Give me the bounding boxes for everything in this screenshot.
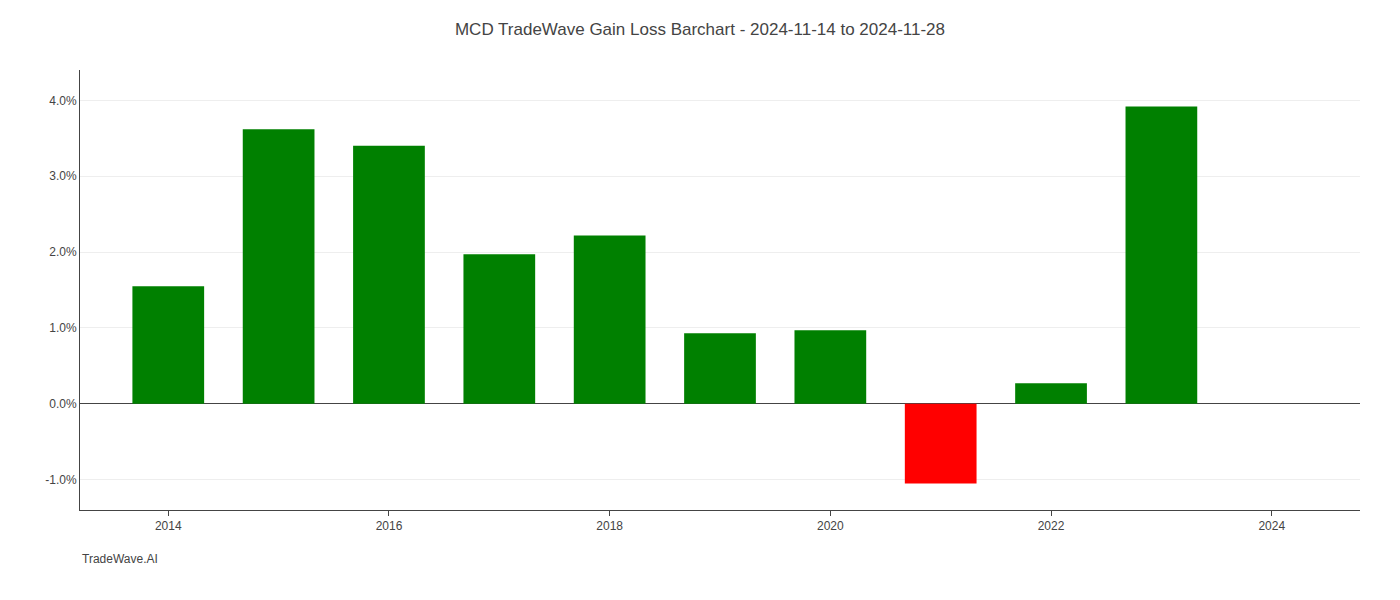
svg-text:2018: 2018 [596, 519, 623, 533]
svg-text:TradeWave.AI: TradeWave.AI [82, 552, 158, 566]
svg-text:2024: 2024 [1258, 519, 1285, 533]
svg-text:2014: 2014 [155, 519, 182, 533]
svg-text:MCD TradeWave Gain Loss Barcha: MCD TradeWave Gain Loss Barchart - 2024-… [455, 20, 945, 39]
svg-text:-1.0%: -1.0% [45, 473, 77, 487]
svg-text:1.0%: 1.0% [49, 321, 77, 335]
svg-text:2022: 2022 [1038, 519, 1065, 533]
svg-text:2020: 2020 [817, 519, 844, 533]
svg-text:0.0%: 0.0% [49, 397, 77, 411]
svg-text:2.0%: 2.0% [49, 245, 77, 259]
svg-text:3.0%: 3.0% [49, 169, 77, 183]
svg-text:4.0%: 4.0% [49, 94, 77, 108]
svg-text:2016: 2016 [376, 519, 403, 533]
